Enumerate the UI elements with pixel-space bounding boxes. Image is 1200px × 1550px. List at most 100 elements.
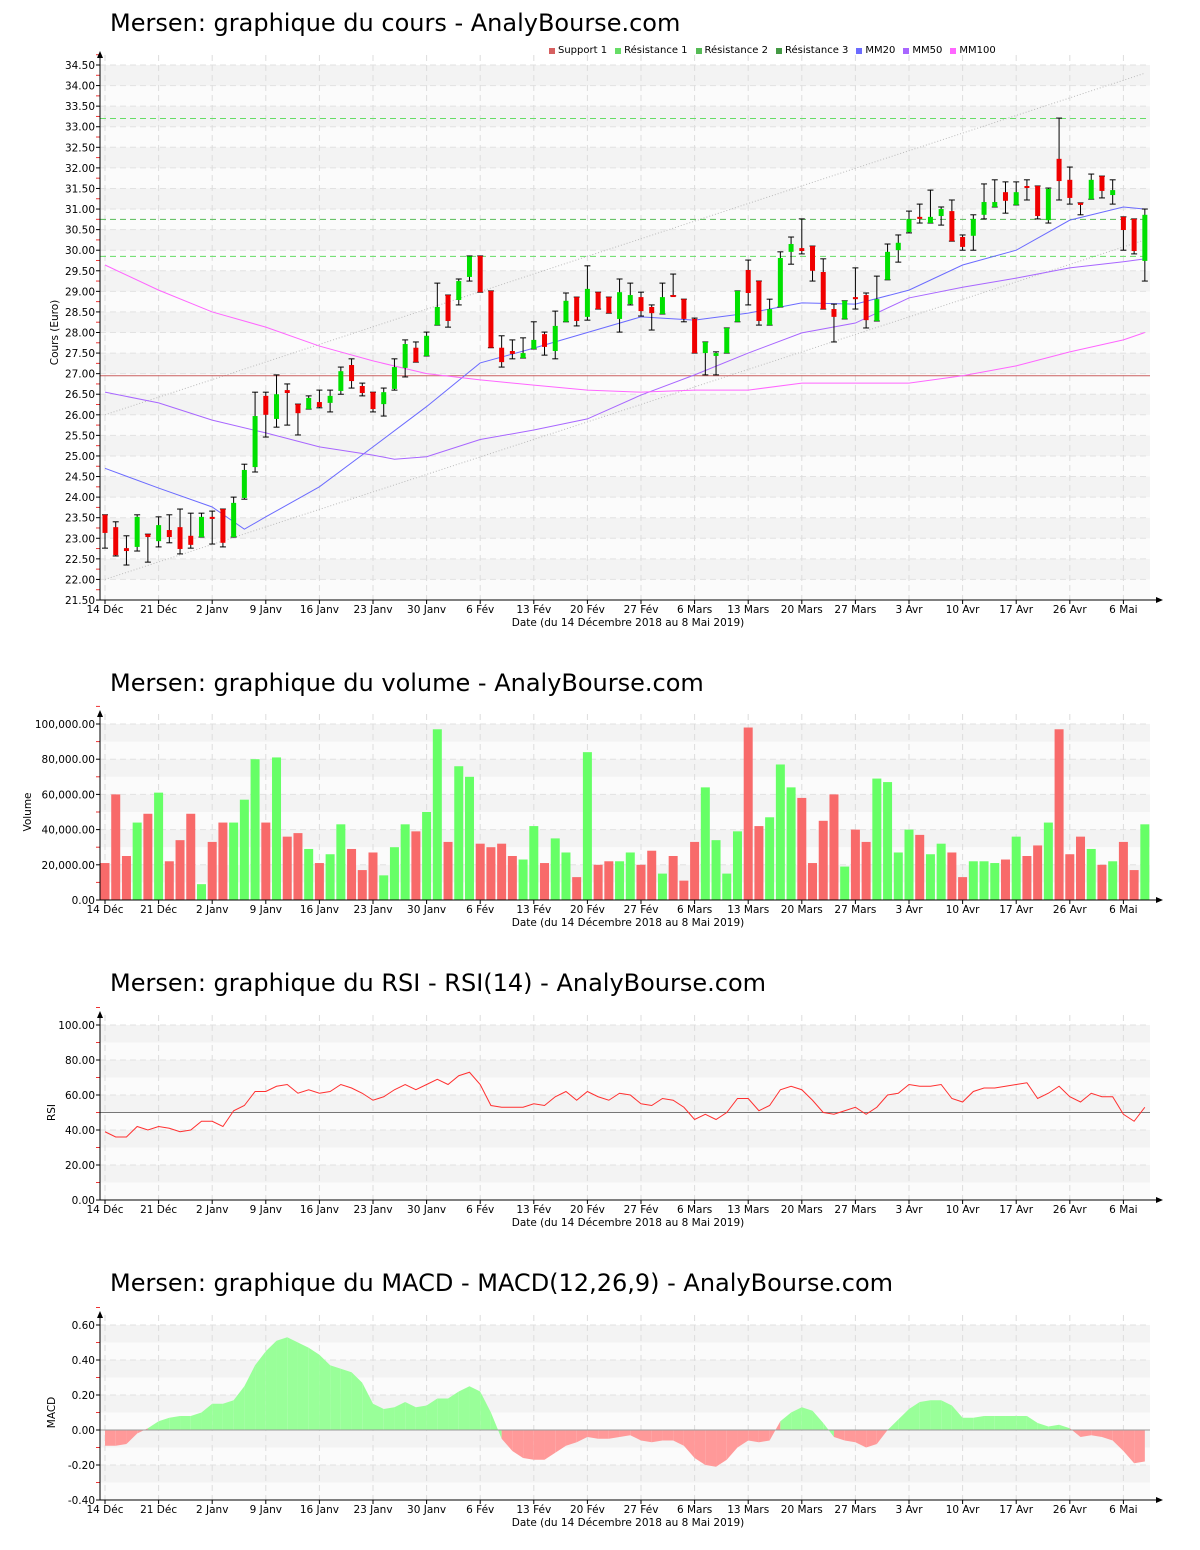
background-band (100, 147, 1150, 168)
x-tick-label: 20 Fév (570, 904, 605, 916)
legend-swatch (950, 47, 957, 54)
candle-down (477, 255, 483, 293)
legend-swatch (549, 47, 555, 54)
candle-up (1110, 190, 1116, 196)
macd-area-positive (490, 1412, 502, 1439)
macd-area-positive (469, 1386, 481, 1430)
y-tick-label: 27.50 (65, 348, 95, 360)
legend-label: Résistance 1 (624, 45, 688, 56)
volume-bar (272, 757, 282, 900)
macd-area-positive (255, 1351, 266, 1430)
background-band (100, 1447, 1150, 1465)
candle-down (638, 297, 644, 312)
x-tick-label: 2 Janv (196, 1204, 228, 1216)
candle-up (241, 469, 247, 498)
x-tick-label: 14 Déc (86, 1204, 123, 1216)
macd-area-positive (951, 1405, 963, 1430)
volume-bar (325, 854, 335, 900)
y-tick-label: 30.00 (65, 245, 95, 257)
y-tick-label: 80,000.00 (42, 754, 95, 766)
background-band (100, 724, 1150, 742)
macd-area-positive (984, 1416, 995, 1430)
y-tick-label: 31.00 (65, 204, 95, 216)
volume-bar (732, 831, 742, 900)
legend-item-mm50: MM50 (903, 45, 942, 56)
y-tick-label: 40,000.00 (42, 825, 95, 837)
volume-bar (379, 875, 389, 900)
macd-area-negative (501, 1430, 513, 1451)
x-axis-arrow (1156, 597, 1163, 603)
volume-bar (400, 824, 410, 900)
y-tick-label: 23.00 (65, 533, 95, 545)
macd-area-positive (287, 1337, 298, 1430)
x-tick-label: 30 Janv (407, 1504, 446, 1516)
background-band (100, 1482, 1150, 1500)
legend-label: Résistance 3 (784, 45, 849, 56)
volume-bar (925, 854, 935, 900)
y-tick-label: 60,000.00 (42, 789, 95, 801)
volume-bar (1022, 856, 1032, 900)
y-tick-label: 29.50 (65, 266, 95, 278)
candle-down (1099, 176, 1105, 191)
x-tick-label: 13 Fév (516, 904, 551, 916)
candle-down (113, 527, 119, 556)
volume-bar (690, 841, 700, 900)
volume-bar (883, 782, 893, 900)
background-band (100, 1360, 1150, 1378)
candle-down (960, 237, 966, 247)
macd-area-negative (855, 1430, 867, 1448)
volume-bar (443, 841, 453, 900)
y-tick-label: 34.50 (65, 60, 95, 72)
volume-bar (1011, 836, 1021, 900)
volume-bar (1129, 870, 1139, 900)
y-tick-label: 25.50 (65, 430, 95, 442)
mm20-line (104, 206, 1145, 530)
volume-bar (1065, 854, 1075, 900)
macd-area-negative (683, 1430, 695, 1458)
candle-up (724, 327, 730, 354)
macd-area-positive (330, 1365, 341, 1430)
volume-bar (840, 866, 850, 900)
macd-area-positive (458, 1386, 470, 1430)
volume-bar (958, 877, 968, 900)
macd-area-negative (533, 1430, 545, 1460)
x-tick-label: 16 Janv (300, 904, 339, 916)
x-tick-label: 2 Janv (196, 904, 228, 916)
candle-down (745, 269, 751, 293)
candle-down (917, 216, 923, 219)
macd-area-negative (866, 1430, 877, 1448)
y-tick-label: 33.00 (65, 122, 95, 134)
x-tick-label: 30 Janv (407, 604, 446, 616)
rsi-line (104, 1071, 1146, 1138)
y-tick-label: 0.40 (72, 1355, 95, 1367)
x-tick-label: 2 Janv (196, 1504, 228, 1516)
y-tick-label: 27.00 (65, 369, 95, 381)
x-tick-label: 16 Janv (300, 604, 339, 616)
legend-swatch (903, 47, 910, 54)
volume-bar (464, 776, 474, 900)
rsi-chart: 14 Déc 21 Déc 2 Janv 9 Janv 16 Janv 23 Janv 30… (46, 1007, 1163, 1229)
mm50-line (104, 258, 1145, 460)
candle-up (520, 353, 526, 359)
background-band (100, 1095, 1150, 1113)
candle-down (606, 297, 612, 314)
background-band (100, 517, 1150, 539)
volume-bar (143, 813, 153, 900)
volume-bar (154, 792, 164, 900)
volume-bar (304, 848, 314, 900)
x-axis-label: Date (du 14 Décembre 2018 au 8 Mai 2019) (512, 1517, 745, 1529)
macd-area-negative (576, 1430, 588, 1443)
macd-area-negative (565, 1430, 577, 1446)
volume-bar (679, 880, 689, 900)
x-tick-label: 20 Fév (570, 1204, 605, 1216)
candle-down (863, 295, 869, 321)
x-tick-label: 6 Mai (1109, 1504, 1137, 1516)
legend-swatch (695, 47, 702, 54)
macd-area-positive (437, 1398, 449, 1430)
x-tick-label: 20 Mars (781, 1504, 823, 1516)
x-tick-label: 10 Avr (946, 1504, 980, 1516)
macd-area-negative (876, 1430, 888, 1444)
background-band (100, 229, 1150, 251)
volume-bar (561, 852, 571, 900)
candle-down (799, 248, 805, 252)
